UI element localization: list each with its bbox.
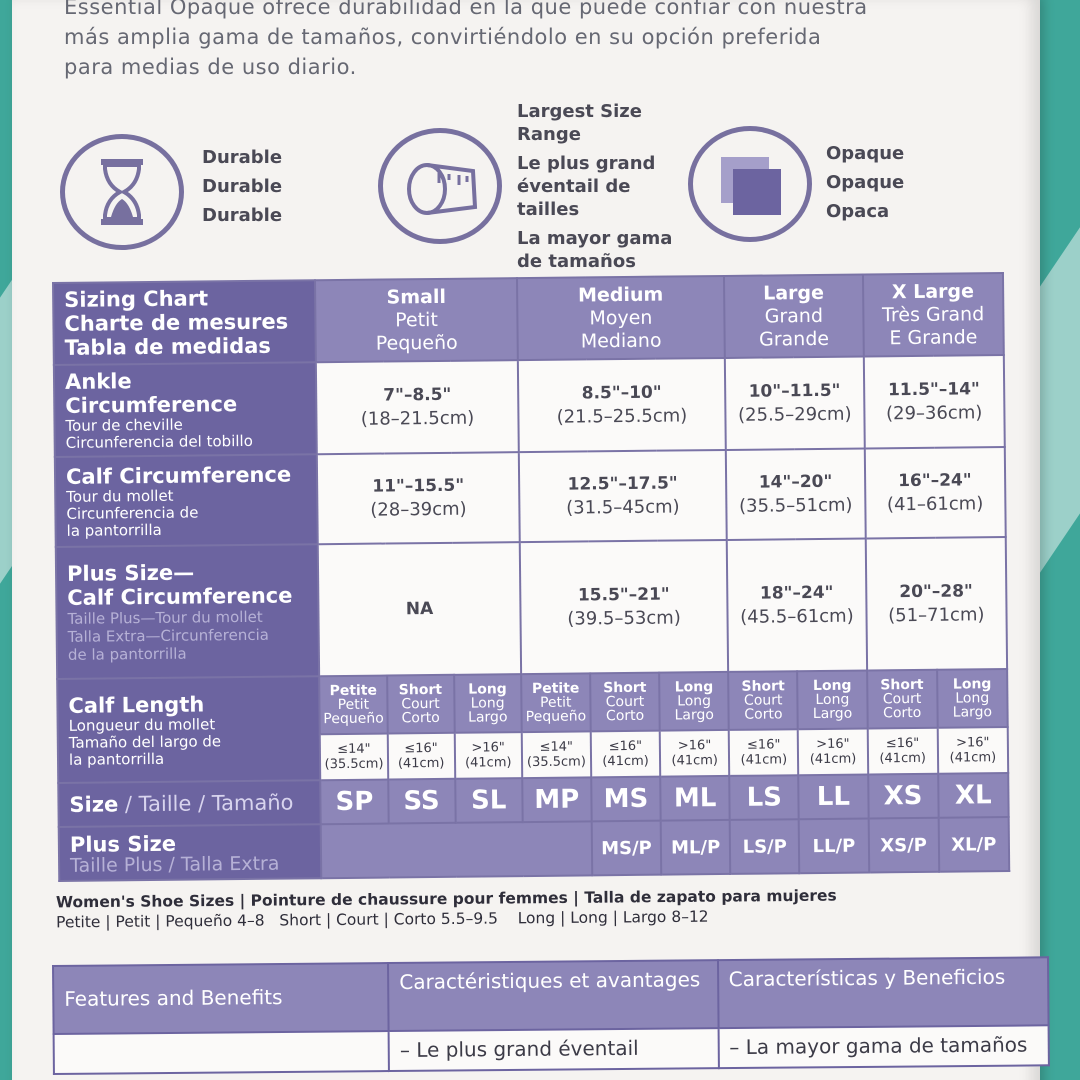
intro-text: Essential Opaque ofrece durabilidad en l… <box>64 0 964 82</box>
shoe-sizes: Women's Shoe Sizes | Pointure de chaussu… <box>56 886 837 933</box>
row-header-size: Size / Taille / Tamaño <box>58 780 322 827</box>
plus-size-code: MS/P <box>591 820 662 876</box>
length-header: Petite Petit Pequeño <box>520 673 591 733</box>
length-header: Short Court Corto <box>386 674 455 734</box>
size-code: XS <box>867 773 939 819</box>
table-cell: 20"–28" (51–71cm) <box>865 537 1008 671</box>
table-cell: 11.5"–14" (29–36cm) <box>863 355 1005 449</box>
measuring-tape-icon <box>378 128 502 244</box>
intro-line: Essential Opaque ofrece durabilidad en l… <box>64 0 868 19</box>
table-cell: 14"–20" (35.5–51cm) <box>726 448 866 540</box>
sizing-chart: Sizing Chart Charte de mesures Tabla de … <box>52 272 1010 882</box>
features-cell <box>53 1031 390 1074</box>
length-value: >16" (41cm) <box>798 728 868 776</box>
plus-size-code: XL/P <box>938 817 1010 872</box>
row-header-calf-length: Calf Length Longueur du mollet Tamaño de… <box>57 676 321 783</box>
length-header: Petite Petit Pequeño <box>319 675 388 735</box>
features-table: Features and Benefits Caractéristiques e… <box>52 956 1050 1075</box>
length-value: >16" (41cm) <box>659 729 730 777</box>
table-cell: 18"–24" (45.5–61cm) <box>726 538 867 672</box>
size-code: LL <box>798 774 869 820</box>
table-cell: 15.5"–21" (39.5–53cm) <box>519 539 729 675</box>
shoe-size-long: Long | Long | Largo 8–12 <box>517 907 709 928</box>
shoe-size-petite: Petite | Petit | Pequeño 4–8 <box>56 911 265 932</box>
table-cell: 8.5"–10" (21.5–25.5cm) <box>517 357 727 453</box>
features-header-fr: Caractéristiques et avantages <box>388 960 719 1032</box>
row-header-plus-calf: Plus Size— Calf Circumference Taille Plu… <box>55 544 320 679</box>
opaque-swatch-icon <box>688 126 812 242</box>
hourglass-icon <box>60 134 184 250</box>
column-header-large: Large Grand Grande <box>724 274 864 358</box>
opaque-label: Opaque Opaque Opaca <box>826 143 905 222</box>
length-value: ≤16" (41cm) <box>387 732 455 780</box>
table-cell: 10"–11.5" (25.5–29cm) <box>725 356 865 450</box>
plus-size-empty-cell <box>321 821 593 879</box>
plus-size-code: XS/P <box>868 817 939 873</box>
row-header-plus-size: Plus Size Taille Plus / Talla Extra <box>58 824 322 881</box>
column-header-xlarge: X Large Très Grand E Grande <box>862 273 1004 357</box>
size-code: MS <box>591 776 661 822</box>
plus-size-code: ML/P <box>660 819 731 875</box>
length-value: ≤16" (41cm) <box>590 730 661 778</box>
column-header-small: Small Petit Pequeño <box>315 278 518 363</box>
size-code: XL <box>937 773 1009 818</box>
table-cell: 12.5"–17.5" (31.5–45cm) <box>518 449 727 543</box>
features-cell: – La mayor gama de tamaños <box>718 1025 1049 1069</box>
durable-label: Durable Durable Durable <box>202 147 283 226</box>
length-value: ≤14" (35.5cm) <box>521 731 592 779</box>
intro-line: más amplia gama de tamaños, convirtiéndo… <box>64 25 822 49</box>
length-header: Long Long Largo <box>453 674 522 733</box>
size-code: SP <box>320 779 389 825</box>
length-header: Short Court Corto <box>728 671 799 730</box>
length-header: Short Court Corto <box>866 669 938 729</box>
table-cell: 7"–8.5" (18–21.5cm) <box>316 360 519 455</box>
length-header: Short Court Corto <box>590 672 660 732</box>
length-value: ≤14" (35.5cm) <box>320 733 388 781</box>
chart-title: Sizing Chart Charte de mesures Tabla de … <box>53 280 317 365</box>
row-header-calf: Calf Circumference Tour du mollet Circun… <box>54 454 319 547</box>
plus-size-code: LS/P <box>729 819 800 874</box>
features-header-en: Features and Benefits <box>53 963 389 1034</box>
length-value: >16" (41cm) <box>937 727 1009 774</box>
size-code: SL <box>454 778 523 823</box>
table-cell: NA <box>318 542 521 677</box>
length-header: Long Long Largo <box>936 669 1008 728</box>
size-code: LS <box>729 775 800 820</box>
package-panel: Essential Opaque ofrece durabilidad en l… <box>12 0 1049 1080</box>
features-cell: – Le plus grand éventail <box>388 1028 719 1072</box>
table-cell: 11"–15.5" (28–39cm) <box>317 452 520 545</box>
intro-line: para medias de uso diario. <box>64 55 357 79</box>
table-cell: 16"–24" (41–61cm) <box>864 447 1006 539</box>
plus-size-code: LL/P <box>799 818 869 874</box>
column-header-medium: Medium Moyen Mediano <box>516 275 726 361</box>
features-header-es: Características y Beneficios <box>717 957 1049 1029</box>
length-value: ≤16" (41cm) <box>867 727 938 775</box>
shoe-size-short: Short | Court | Corto 5.5–9.5 <box>279 909 499 930</box>
row-header-ankle: Ankle Circumference Tour de cheville Cir… <box>53 362 318 457</box>
length-value: ≤16" (41cm) <box>728 729 799 776</box>
size-code: MP <box>522 777 592 823</box>
length-header: Long Long Largo <box>797 670 868 730</box>
size-code: SS <box>387 778 456 824</box>
size-range-label: Largest Size Range Le plus grand éventai… <box>517 101 673 272</box>
length-value: >16" (41cm) <box>454 732 523 779</box>
size-code: ML <box>660 775 730 821</box>
length-header: Long Long Largo <box>659 671 729 731</box>
